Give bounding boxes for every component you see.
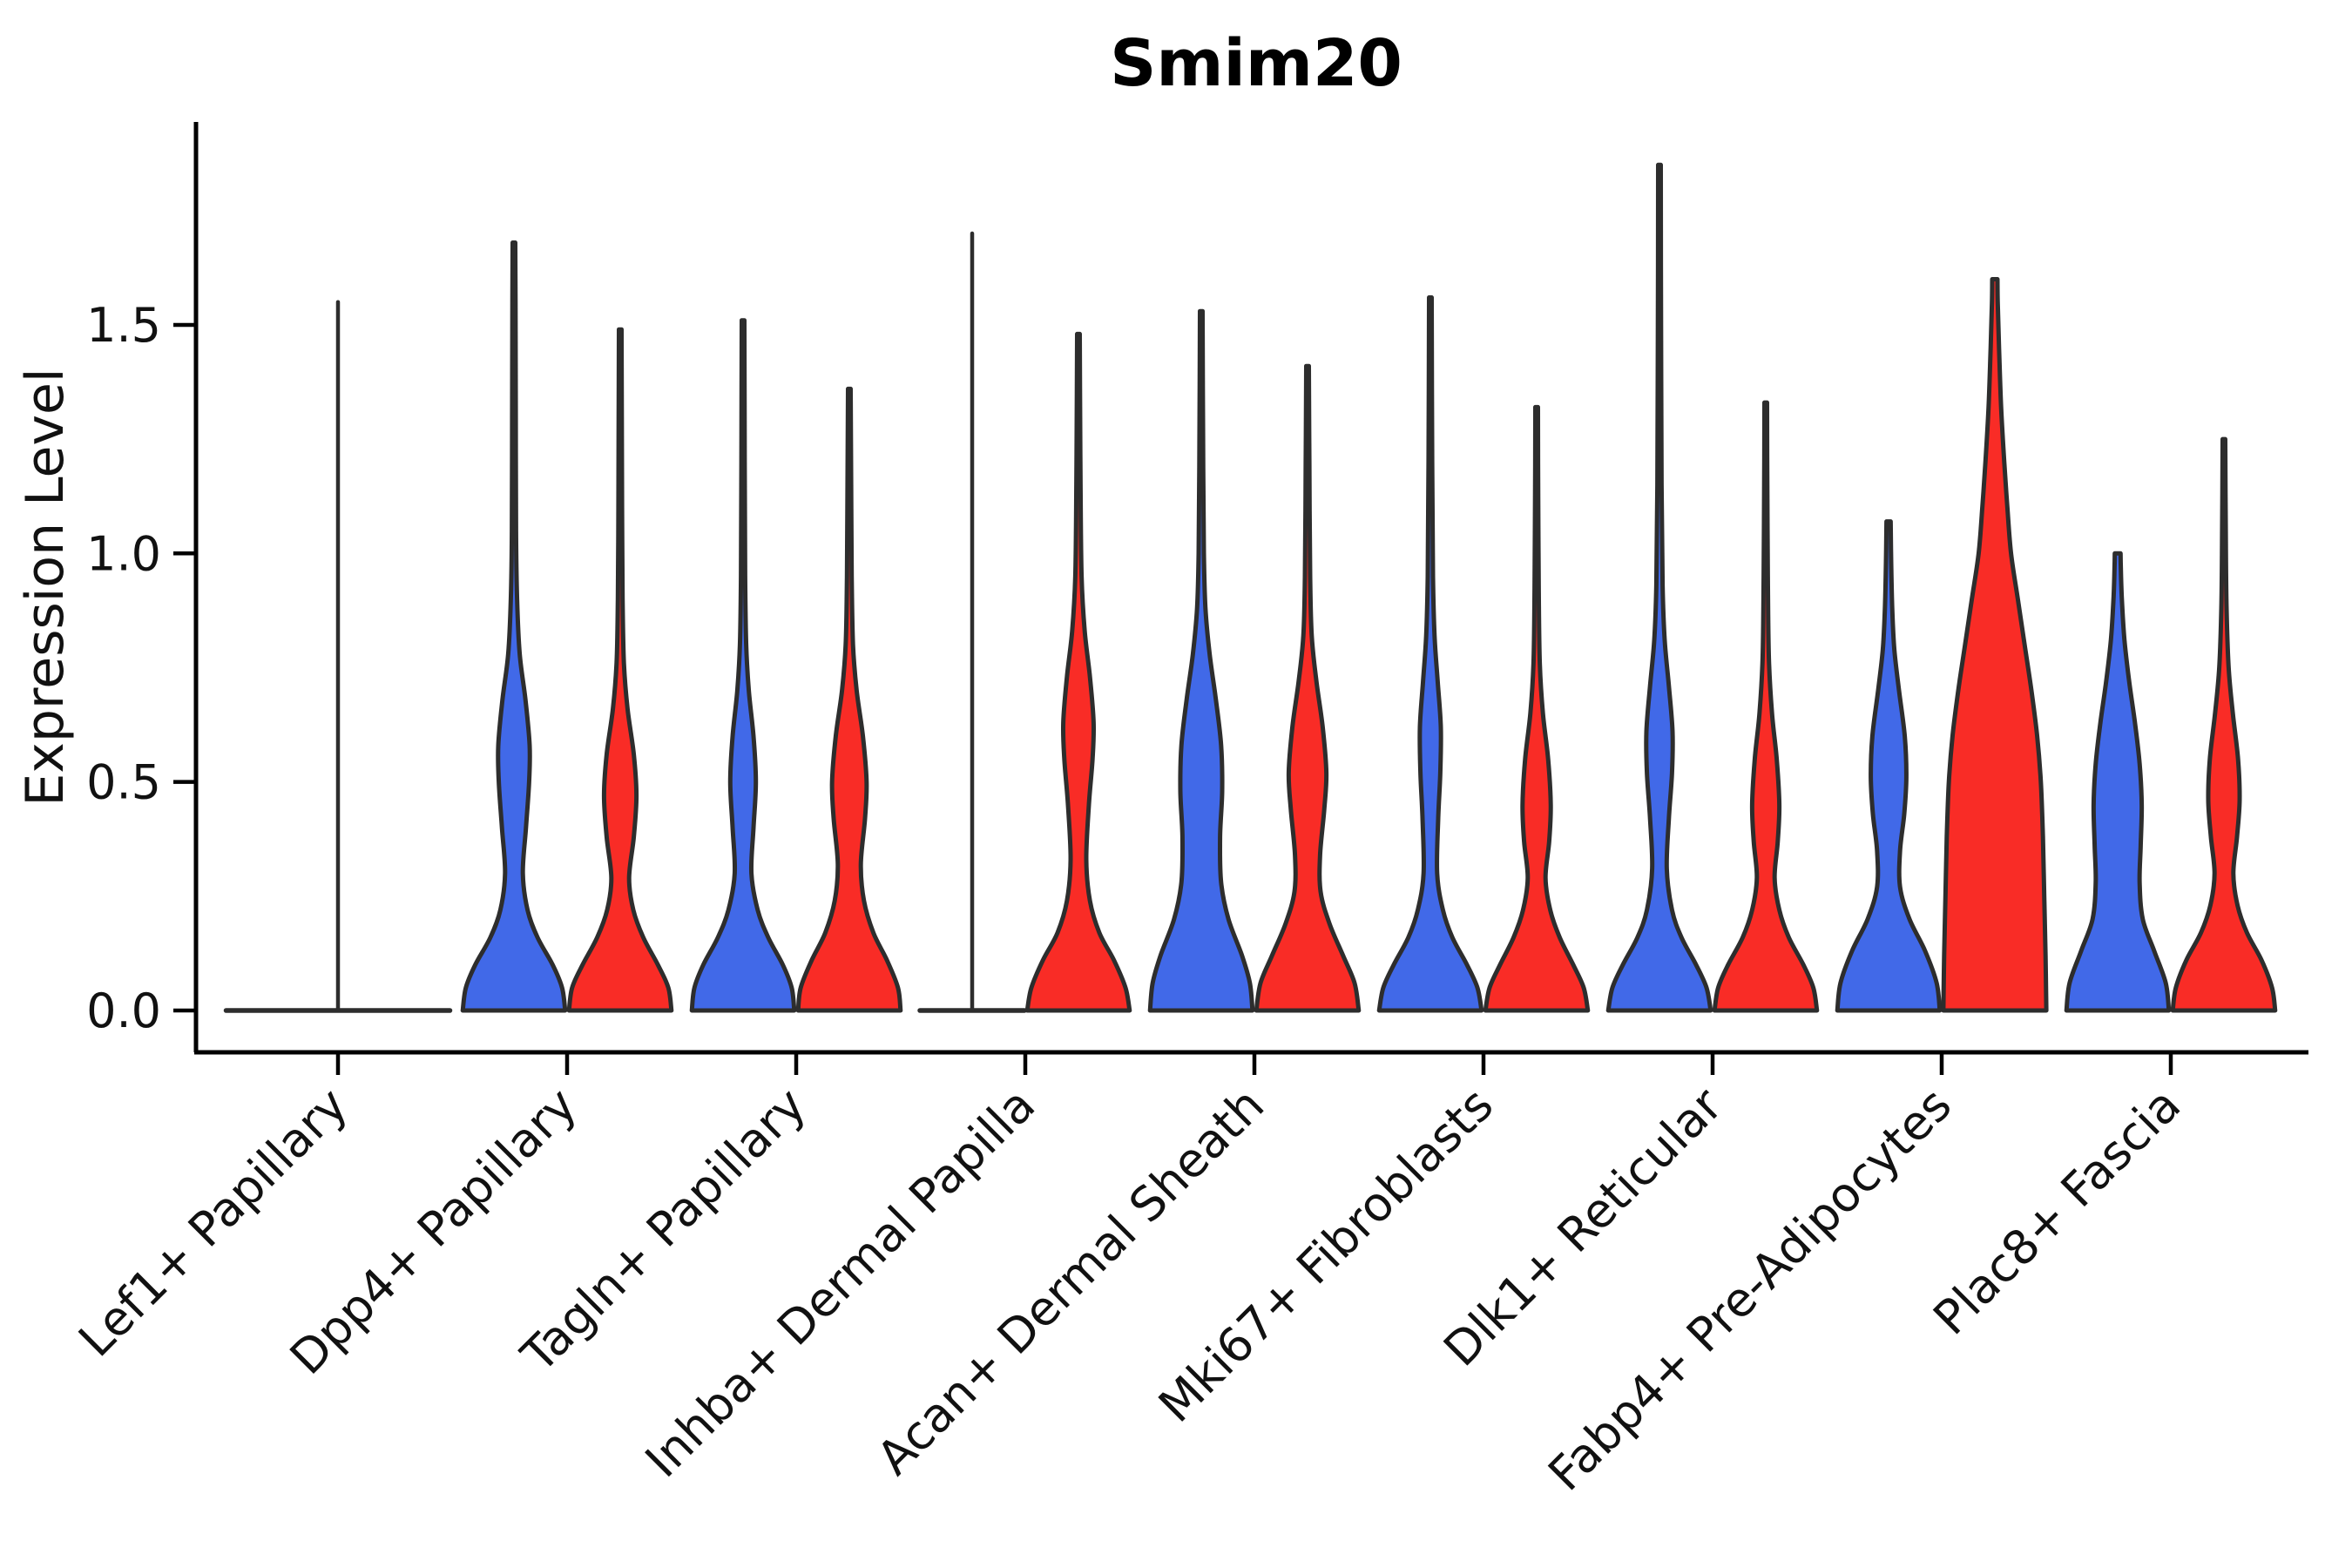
x-category-label-fabp4: Fabp4+ Pre-Adipocytes	[1538, 1078, 1962, 1502]
y-tick-label: 1.0	[86, 526, 161, 581]
violin-inhba-red	[1024, 331, 1132, 1013]
violin-marks	[223, 162, 2278, 1013]
violin-fabp4-blue	[1835, 519, 1943, 1013]
violin-dlk1-red	[1712, 400, 1820, 1013]
violin-plac8-blue	[2064, 551, 2172, 1013]
violin-acan-blue	[1147, 308, 1255, 1013]
violin-plac8-red	[2170, 436, 2278, 1013]
violin-dpp4-red	[566, 327, 674, 1013]
violin-tagln-red	[795, 386, 903, 1013]
page-title: Smim20	[1110, 26, 1402, 101]
y-tick-label: 0.5	[86, 755, 161, 810]
x-category-label-inhba: Inhba+ Dermal Papilla	[635, 1078, 1045, 1488]
violin-dlk1-blue	[1605, 162, 1713, 1013]
violin-fabp4-red	[1941, 277, 2049, 1013]
x-category-label-acan: Acan+ Dermal Sheath	[867, 1078, 1274, 1485]
y-tick-label: 0.0	[86, 983, 161, 1038]
violin-dpp4-blue	[460, 240, 568, 1013]
violin-mki67-blue	[1376, 295, 1484, 1013]
x-category-label-plac8: Plac8+ Fascia	[1923, 1078, 2191, 1346]
violin-tagln-blue	[689, 318, 797, 1013]
violin-mki67-red	[1483, 404, 1591, 1013]
y-tick-label: 1.5	[86, 298, 161, 353]
y-axis-label: Expression Level	[15, 368, 76, 806]
violin-acan-red	[1254, 363, 1362, 1013]
axes: 0.0 0.5 1.0 1.5	[86, 122, 2308, 1055]
